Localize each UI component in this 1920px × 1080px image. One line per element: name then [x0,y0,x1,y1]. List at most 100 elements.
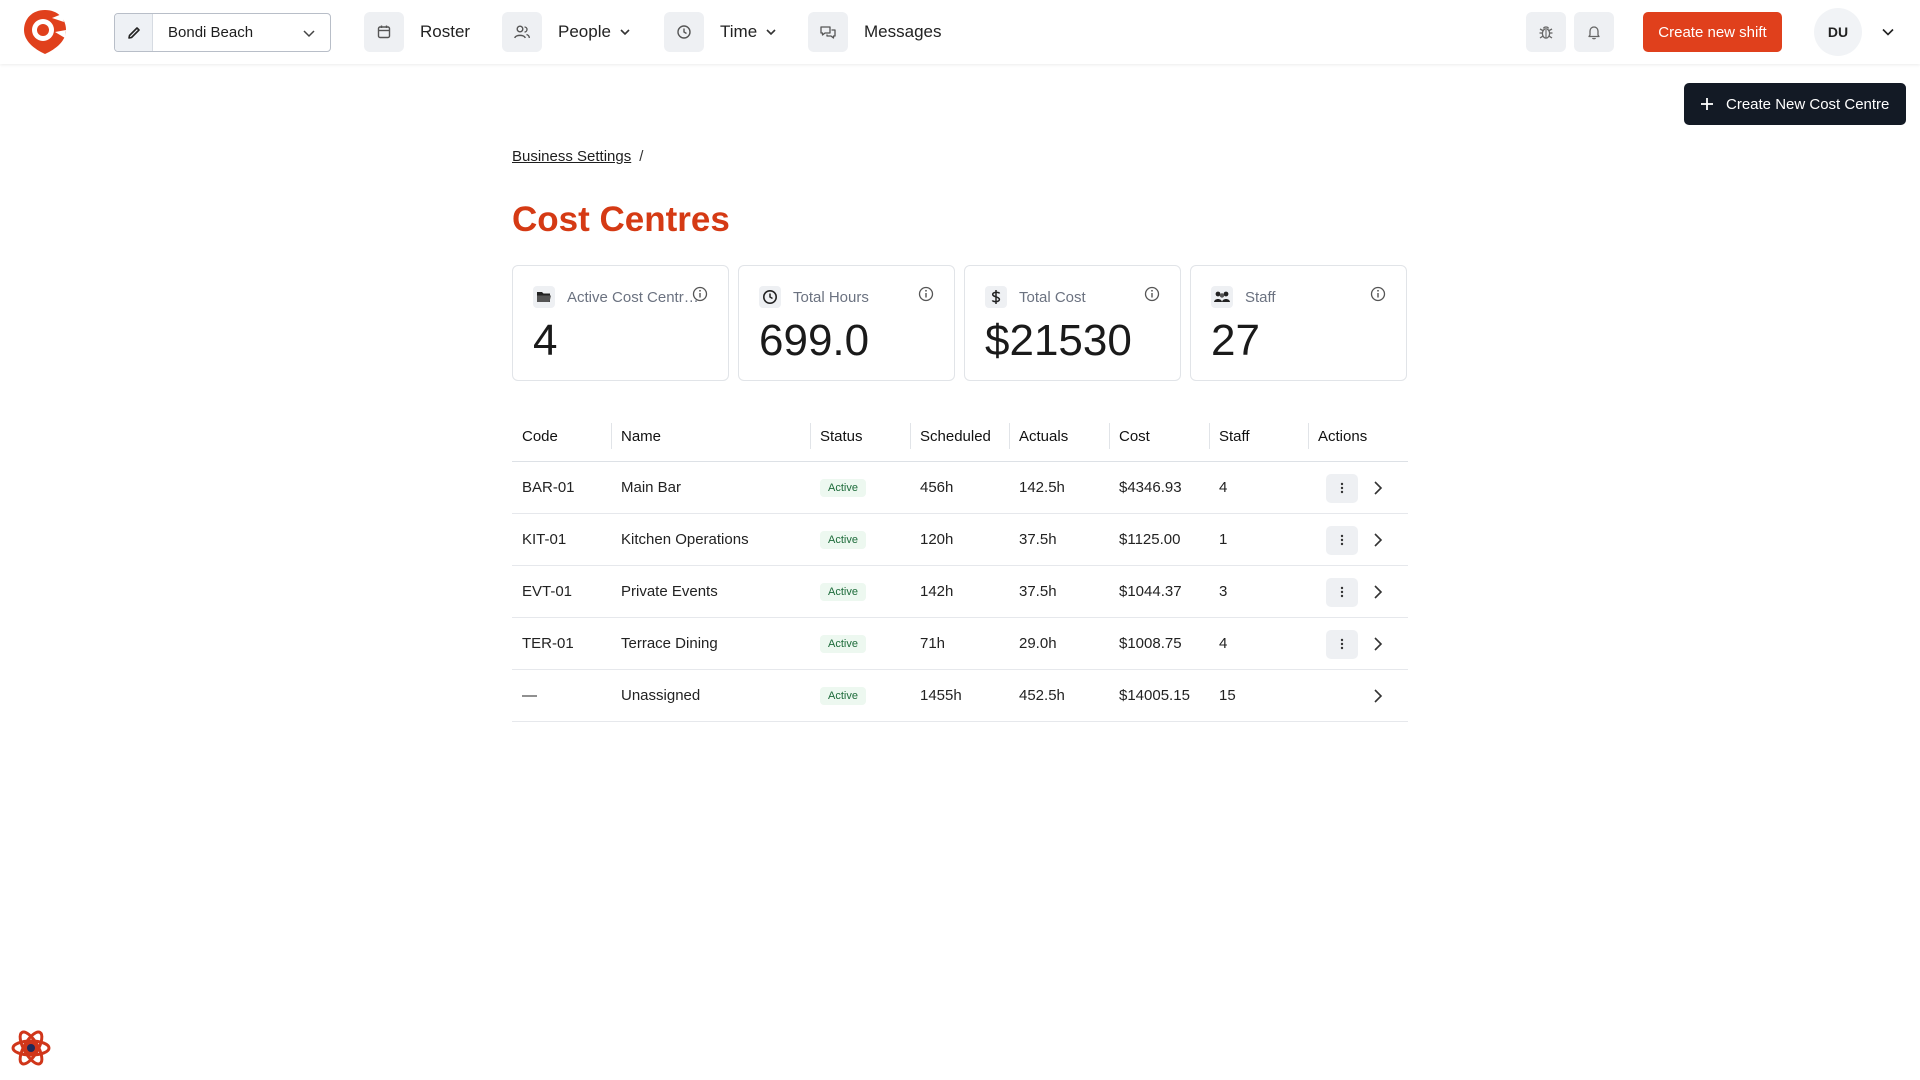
cell-staff: 4 [1209,617,1308,670]
chevron-down-icon [303,29,315,37]
cell-code: TER-01 [512,617,611,670]
create-new-cost-centre-label: Create New Cost Centre [1726,95,1890,113]
cell-actuals: 29.0h [1009,617,1109,670]
row-menu-button[interactable] [1326,525,1358,555]
chevron-right-icon[interactable] [1372,635,1384,653]
breadcrumb-business-settings[interactable]: Business Settings [512,148,632,165]
staff-icon [1211,286,1233,308]
cell-scheduled: 1455h [910,669,1009,722]
create-new-shift-button[interactable]: Create new shift [1643,12,1782,52]
cell-status: Active [810,617,910,670]
nav-time-label: Time [720,22,758,41]
cost-centres-table: Code Name Status Scheduled Actuals Cost … [512,413,1408,722]
nav-people[interactable]: People [502,12,631,52]
chevron-down-icon[interactable] [1880,24,1896,40]
table-row[interactable]: — Unassigned Active 1455h 452.5h $14005.… [512,669,1408,722]
cell-name: Terrace Dining [611,617,810,670]
column-header-scheduled[interactable]: Scheduled [910,413,1009,462]
more-vertical-icon [1340,482,1344,494]
cell-staff: 15 [1209,669,1308,722]
table-row[interactable]: TER-01 Terrace Dining Active 71h 29.0h $… [512,617,1408,670]
stat-card-staff: Staff 27 [1190,265,1407,381]
cell-actuals: 37.5h [1009,513,1109,566]
cell-actuals: 142.5h [1009,461,1109,514]
row-menu-button[interactable] [1326,473,1358,503]
info-icon[interactable] [918,286,934,302]
stat-card-total-cost: Total Cost $21530 [964,265,1181,381]
avatar[interactable]: DU [1814,8,1862,56]
cell-scheduled: 456h [910,461,1009,514]
chevron-down-icon [765,26,777,38]
cell-cost: $1044.37 [1109,565,1209,618]
cell-scheduled: 120h [910,513,1009,566]
nav-messages-label: Messages [864,22,942,41]
column-header-actions: Actions [1308,413,1408,462]
top-navigation: Bondi Beach Roster People Time Messages … [0,0,1920,64]
table-row[interactable]: EVT-01 Private Events Active 142h 37.5h … [512,565,1408,618]
info-icon[interactable] [692,286,708,302]
cell-cost: $4346.93 [1109,461,1209,514]
folder-icon [533,286,555,308]
nav-roster[interactable]: Roster [364,12,470,52]
cell-code: — [512,669,611,722]
column-header-staff[interactable]: Staff [1209,413,1308,462]
column-header-actuals[interactable]: Actuals [1009,413,1109,462]
bug-report-button[interactable] [1526,12,1566,52]
info-icon[interactable] [1144,286,1160,302]
more-vertical-icon [1340,638,1344,650]
breadcrumb: Business Settings / [512,148,643,165]
cell-name: Unassigned [611,669,810,722]
cell-cost: $14005.15 [1109,669,1209,722]
cell-status: Active [810,565,910,618]
cell-scheduled: 71h [910,617,1009,670]
status-badge: Active [820,686,866,705]
cell-status: Active [810,513,910,566]
chevron-right-icon[interactable] [1372,531,1384,549]
cell-staff: 4 [1209,461,1308,514]
stat-label: Total Hours [793,289,869,306]
stat-label: Active Cost Centres [567,289,699,306]
more-vertical-icon [1340,534,1344,546]
nav-messages[interactable]: Messages [808,12,941,52]
notifications-button[interactable] [1574,12,1614,52]
column-header-code[interactable]: Code [512,413,611,462]
chevron-right-icon[interactable] [1372,583,1384,601]
logo-icon[interactable] [22,8,68,56]
chat-icon [808,12,848,52]
bell-icon [1588,26,1600,40]
table-row[interactable]: BAR-01 Main Bar Active 456h 142.5h $4346… [512,461,1408,514]
location-name: Bondi Beach [168,24,254,41]
row-menu-button[interactable] [1326,629,1358,659]
nav-people-label: People [558,22,611,41]
nav-time[interactable]: Time [664,12,777,52]
bug-icon [1539,26,1553,39]
cell-status: Active [810,669,910,722]
plus-icon [1700,97,1714,111]
people-icon [502,12,542,52]
info-icon[interactable] [1370,286,1386,302]
nav-roster-label: Roster [420,22,471,41]
clock-icon [664,12,704,52]
cell-actions [1308,565,1408,618]
column-header-status[interactable]: Status [810,413,910,462]
calendar-icon [364,12,404,52]
status-badge: Active [820,478,866,497]
cell-code: KIT-01 [512,513,611,566]
location-selector[interactable]: Bondi Beach [114,13,331,52]
column-header-cost[interactable]: Cost [1109,413,1209,462]
row-menu-button[interactable] [1326,577,1358,607]
cell-actions [1308,513,1408,566]
column-header-name[interactable]: Name [611,413,810,462]
table-header-row: Code Name Status Scheduled Actuals Cost … [512,413,1408,462]
cell-code: EVT-01 [512,565,611,618]
cell-cost: $1125.00 [1109,513,1209,566]
table-row[interactable]: KIT-01 Kitchen Operations Active 120h 37… [512,513,1408,566]
create-new-cost-centre-button[interactable]: Create New Cost Centre [1684,83,1906,125]
more-vertical-icon [1340,586,1344,598]
stat-value: $21530 [985,316,1132,365]
chevron-right-icon[interactable] [1372,479,1384,497]
stat-label: Staff [1245,289,1276,306]
chevron-right-icon[interactable] [1372,687,1384,705]
cell-name: Private Events [611,565,810,618]
react-devtools-icon[interactable] [10,1027,52,1069]
